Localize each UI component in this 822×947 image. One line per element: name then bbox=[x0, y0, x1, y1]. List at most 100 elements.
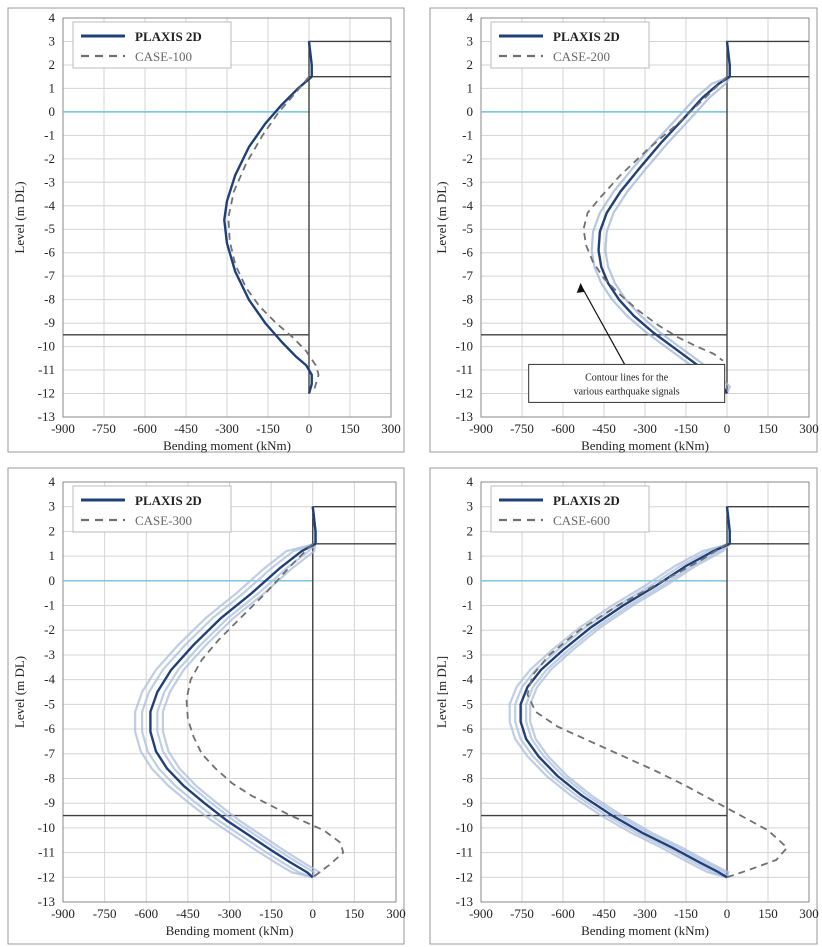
y-tick-label: -3 bbox=[462, 174, 473, 189]
contour-line bbox=[604, 41, 732, 394]
legend-label: CASE-300 bbox=[135, 513, 192, 528]
y-tick-label: 1 bbox=[467, 80, 474, 95]
x-tick-label: -900 bbox=[469, 906, 493, 921]
legend-label: PLAXIS 2D bbox=[135, 29, 202, 44]
y-tick-label: 3 bbox=[49, 499, 56, 514]
x-tick-label: -600 bbox=[551, 906, 575, 921]
x-tick-label: -600 bbox=[133, 421, 157, 436]
legend-label: PLAXIS 2D bbox=[135, 493, 202, 508]
y-tick-label: 0 bbox=[49, 573, 56, 588]
legend-label: PLAXIS 2D bbox=[553, 29, 620, 44]
y-tick-label: -9 bbox=[462, 315, 473, 330]
x-tick-label: -300 bbox=[633, 906, 657, 921]
x-tick-label: 0 bbox=[724, 906, 731, 921]
x-tick-label: -900 bbox=[469, 421, 493, 436]
y-tick-label: -7 bbox=[44, 268, 55, 283]
y-tick-label: 1 bbox=[49, 548, 56, 563]
y-tick-label: -8 bbox=[44, 292, 55, 307]
x-tick-label: 300 bbox=[386, 906, 406, 921]
y-tick-label: -11 bbox=[456, 362, 473, 377]
y-tick-label: 3 bbox=[49, 33, 56, 48]
legend-label: CASE-100 bbox=[135, 49, 192, 64]
y-tick-label: -3 bbox=[44, 174, 55, 189]
y-tick-label: -6 bbox=[462, 245, 473, 260]
y-tick-label: 3 bbox=[467, 499, 474, 514]
x-tick-label: 150 bbox=[758, 906, 778, 921]
x-tick-label: -750 bbox=[510, 906, 534, 921]
x-tick-label: -450 bbox=[592, 421, 616, 436]
y-tick-label: 4 bbox=[49, 10, 56, 25]
y-tick-label: -3 bbox=[44, 647, 55, 662]
x-tick-label: 150 bbox=[758, 421, 778, 436]
legend-label: PLAXIS 2D bbox=[553, 493, 620, 508]
y-tick-label: -3 bbox=[462, 647, 473, 662]
y-tick-label: -5 bbox=[462, 696, 473, 711]
chart-panel-case-200: -900 -750 -600 -450 -300 -150 0 150 300 4 3 2 1 0 -1 -2… bbox=[429, 7, 819, 453]
series-line-case bbox=[526, 543, 789, 879]
y-tick-label: 4 bbox=[467, 10, 474, 25]
y-tick-label: -4 bbox=[44, 198, 55, 213]
y-tick-label: 2 bbox=[467, 523, 474, 538]
y-tick-label: -1 bbox=[462, 127, 473, 142]
x-tick-label: -150 bbox=[259, 906, 283, 921]
series-line-case bbox=[227, 76, 320, 390]
series-line-case bbox=[582, 76, 728, 362]
legend-box bbox=[72, 485, 232, 533]
plot-area bbox=[480, 481, 810, 903]
y-tick-label: -12 bbox=[456, 386, 473, 401]
y-tick-label: -12 bbox=[38, 386, 55, 401]
x-tick-label: 300 bbox=[799, 421, 819, 436]
x-tick-label: -750 bbox=[92, 421, 116, 436]
y-tick-label: -13 bbox=[38, 894, 55, 909]
y-tick-label: 1 bbox=[49, 80, 56, 95]
y-tick-label: -9 bbox=[44, 795, 55, 810]
y-axis-label: Level [m DL] bbox=[434, 656, 449, 728]
y-tick-label: -6 bbox=[44, 721, 55, 736]
y-axis-label: Level (m DL) bbox=[434, 181, 449, 253]
y-tick-label: 4 bbox=[467, 474, 474, 489]
x-tick-label: -150 bbox=[674, 906, 698, 921]
y-tick-label: -6 bbox=[462, 721, 473, 736]
x-tick-label: -750 bbox=[510, 421, 534, 436]
y-axis-label: Level (m DL) bbox=[12, 656, 27, 728]
legend-box bbox=[490, 485, 650, 533]
y-tick-label: -13 bbox=[38, 409, 55, 424]
y-tick-label: 3 bbox=[467, 33, 474, 48]
y-tick-label: -7 bbox=[462, 746, 473, 761]
x-tick-label: -300 bbox=[215, 421, 239, 436]
annotation-text: Contour lines for the bbox=[585, 372, 669, 383]
y-tick-label: -11 bbox=[38, 362, 55, 377]
legend-box bbox=[490, 21, 650, 69]
contour-line bbox=[156, 506, 317, 878]
y-tick-label: -1 bbox=[462, 598, 473, 613]
chart-panel-case-600: -900 -750 -600 -450 -300 -150 0 150 300 4 3 2 1 0 -1 -2… bbox=[429, 467, 819, 945]
y-tick-label: -5 bbox=[462, 221, 473, 236]
x-axis-label: Bending moment (kNm) bbox=[163, 438, 291, 453]
x-axis-label: Bending moment (kNm) bbox=[166, 923, 294, 938]
y-tick-label: -10 bbox=[456, 339, 473, 354]
x-tick-label: 0 bbox=[724, 421, 731, 436]
x-tick-label: 0 bbox=[306, 421, 313, 436]
y-tick-label: -9 bbox=[44, 315, 55, 330]
y-tick-label: -10 bbox=[456, 820, 473, 835]
y-tick-label: -4 bbox=[44, 672, 55, 687]
x-tick-label: -900 bbox=[51, 421, 75, 436]
y-tick-label: 0 bbox=[467, 573, 474, 588]
x-tick-label: -300 bbox=[218, 906, 242, 921]
y-tick-label: -11 bbox=[38, 845, 55, 860]
x-tick-label: -150 bbox=[674, 421, 698, 436]
y-tick-label: -6 bbox=[44, 245, 55, 260]
panel-frame bbox=[7, 467, 405, 945]
series-line-case bbox=[185, 543, 345, 879]
y-tick-label: 4 bbox=[49, 474, 56, 489]
annotation-box bbox=[528, 363, 726, 403]
y-tick-label: -10 bbox=[38, 339, 55, 354]
y-tick-label: 1 bbox=[467, 548, 474, 563]
contour-line bbox=[161, 506, 322, 879]
y-tick-label: -10 bbox=[38, 820, 55, 835]
y-tick-label: -2 bbox=[462, 151, 473, 166]
x-tick-label: 300 bbox=[381, 421, 401, 436]
y-tick-label: -7 bbox=[462, 268, 473, 283]
x-tick-label: -150 bbox=[256, 421, 280, 436]
